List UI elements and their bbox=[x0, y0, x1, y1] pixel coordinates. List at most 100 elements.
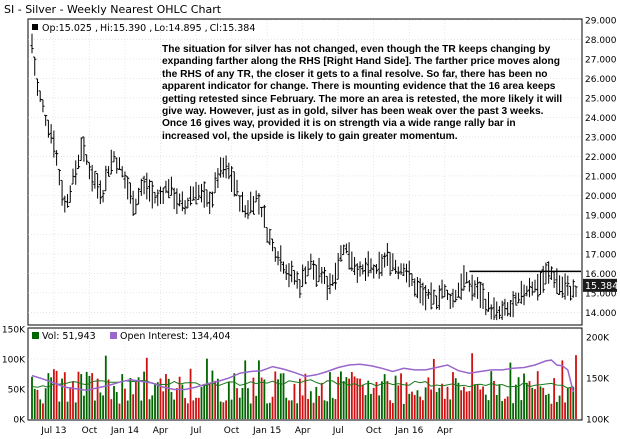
price-bars bbox=[30, 33, 578, 321]
ohlc-bar bbox=[254, 190, 258, 203]
ohlc-bar bbox=[459, 273, 463, 300]
volume-bar bbox=[244, 360, 247, 419]
price-tick-label: 14.000 bbox=[585, 309, 617, 319]
volume-bar bbox=[402, 403, 405, 419]
volume-bar bbox=[39, 399, 42, 419]
ohlc-bar bbox=[183, 200, 187, 215]
ohlc-bar bbox=[199, 183, 204, 203]
volume-bar bbox=[348, 378, 351, 419]
volume-bar bbox=[121, 374, 124, 419]
volume-bar bbox=[134, 381, 137, 419]
ohlc-bar bbox=[511, 291, 515, 318]
ohlc-bar bbox=[55, 150, 59, 166]
volume-bar bbox=[257, 360, 260, 419]
volume-bar bbox=[252, 377, 255, 419]
volume-bar bbox=[184, 398, 186, 419]
volume-bar bbox=[446, 386, 449, 419]
ohlc-bar bbox=[429, 282, 433, 310]
volume-bar bbox=[427, 377, 430, 419]
volume-bar bbox=[227, 382, 230, 419]
volume-bar bbox=[449, 399, 452, 419]
ohlc-bar bbox=[79, 137, 83, 161]
ohlc-bar bbox=[268, 228, 272, 246]
ohlc-bar bbox=[68, 185, 72, 203]
ohlc-bar bbox=[555, 268, 559, 295]
volume-bar bbox=[536, 371, 539, 419]
volume-bar bbox=[165, 374, 167, 419]
ohlc-bar bbox=[106, 166, 111, 177]
ohlc-bar bbox=[87, 162, 92, 180]
volume-bar bbox=[268, 402, 271, 419]
volume-bar bbox=[159, 378, 162, 419]
volume-bar bbox=[247, 388, 249, 419]
volume-bar bbox=[230, 399, 233, 419]
ohlc-bar bbox=[219, 157, 223, 178]
ohlc-bar bbox=[402, 263, 406, 277]
volume-bar bbox=[170, 391, 173, 419]
ohlc-bar bbox=[35, 78, 40, 96]
volume-bar bbox=[473, 384, 476, 419]
ohlc-bar bbox=[355, 263, 359, 283]
volume-tick-label: 150K bbox=[2, 326, 26, 336]
ohlc-bar bbox=[246, 200, 250, 220]
volume-bar bbox=[113, 385, 115, 419]
volume-bar bbox=[140, 400, 143, 419]
volume-bar bbox=[452, 372, 454, 419]
ohlc-bar bbox=[104, 165, 108, 192]
volume-bar bbox=[416, 390, 419, 419]
open-interest-tick-label: 200K bbox=[586, 334, 610, 344]
volume-bar bbox=[465, 391, 468, 419]
volume-bar bbox=[493, 381, 495, 419]
ohlc-bar bbox=[541, 265, 545, 293]
volume-bar bbox=[129, 377, 132, 419]
ohlc-bar bbox=[566, 275, 570, 296]
volume-bar bbox=[501, 401, 504, 419]
ohlc-bar bbox=[197, 184, 201, 200]
price-tick-label: 29.000 bbox=[585, 17, 617, 27]
volume-bar bbox=[460, 390, 463, 419]
ohlc-bar bbox=[467, 279, 471, 292]
x-tick-label: Oct bbox=[366, 426, 382, 436]
volume-bar bbox=[323, 400, 326, 419]
volume-bar bbox=[173, 399, 176, 419]
volume-bar bbox=[148, 399, 151, 419]
ohlc-bar bbox=[76, 154, 81, 170]
ohlc-bar bbox=[333, 262, 338, 290]
volume-bar bbox=[72, 381, 74, 419]
ohlc-bar bbox=[90, 164, 94, 192]
volume-bar bbox=[468, 391, 471, 419]
ohlc-bar bbox=[262, 204, 266, 228]
volume-bar bbox=[312, 402, 315, 419]
ohlc-bar bbox=[188, 186, 193, 206]
volume-bar bbox=[91, 373, 94, 419]
ohlc-bar bbox=[432, 289, 436, 305]
volume-bar bbox=[476, 384, 479, 419]
ohlc-bar bbox=[137, 187, 141, 205]
open-label: Op:15.025 bbox=[42, 23, 92, 34]
price-tick-label: 22.000 bbox=[585, 153, 617, 163]
volume-bar bbox=[61, 378, 63, 419]
ohlc-bar bbox=[180, 191, 184, 212]
ohlc-bar bbox=[388, 251, 392, 276]
volume-bar bbox=[186, 403, 189, 419]
price-tick-label: 20.000 bbox=[585, 192, 617, 202]
volume-bar bbox=[457, 382, 460, 419]
ohlc-bar bbox=[481, 282, 485, 309]
volume-bar bbox=[167, 378, 170, 419]
ohlc-bar bbox=[167, 179, 171, 199]
ohlc-bar bbox=[164, 180, 168, 194]
volume-bar bbox=[175, 388, 178, 419]
ohlc-bar bbox=[475, 277, 480, 299]
ohlc-bar bbox=[270, 238, 275, 252]
volume-bar bbox=[389, 400, 392, 419]
ohlc-bar bbox=[44, 114, 48, 126]
low-label: Lo:14.895 bbox=[154, 23, 201, 34]
ohlc-bar bbox=[456, 282, 461, 298]
volume-bar bbox=[435, 391, 438, 419]
open-interest-tick-label: 100K bbox=[586, 416, 610, 426]
ohlc-bar bbox=[500, 300, 504, 320]
volume-bar bbox=[195, 397, 197, 419]
ohlc-bar bbox=[527, 277, 532, 298]
ohlc-bar bbox=[451, 288, 455, 308]
